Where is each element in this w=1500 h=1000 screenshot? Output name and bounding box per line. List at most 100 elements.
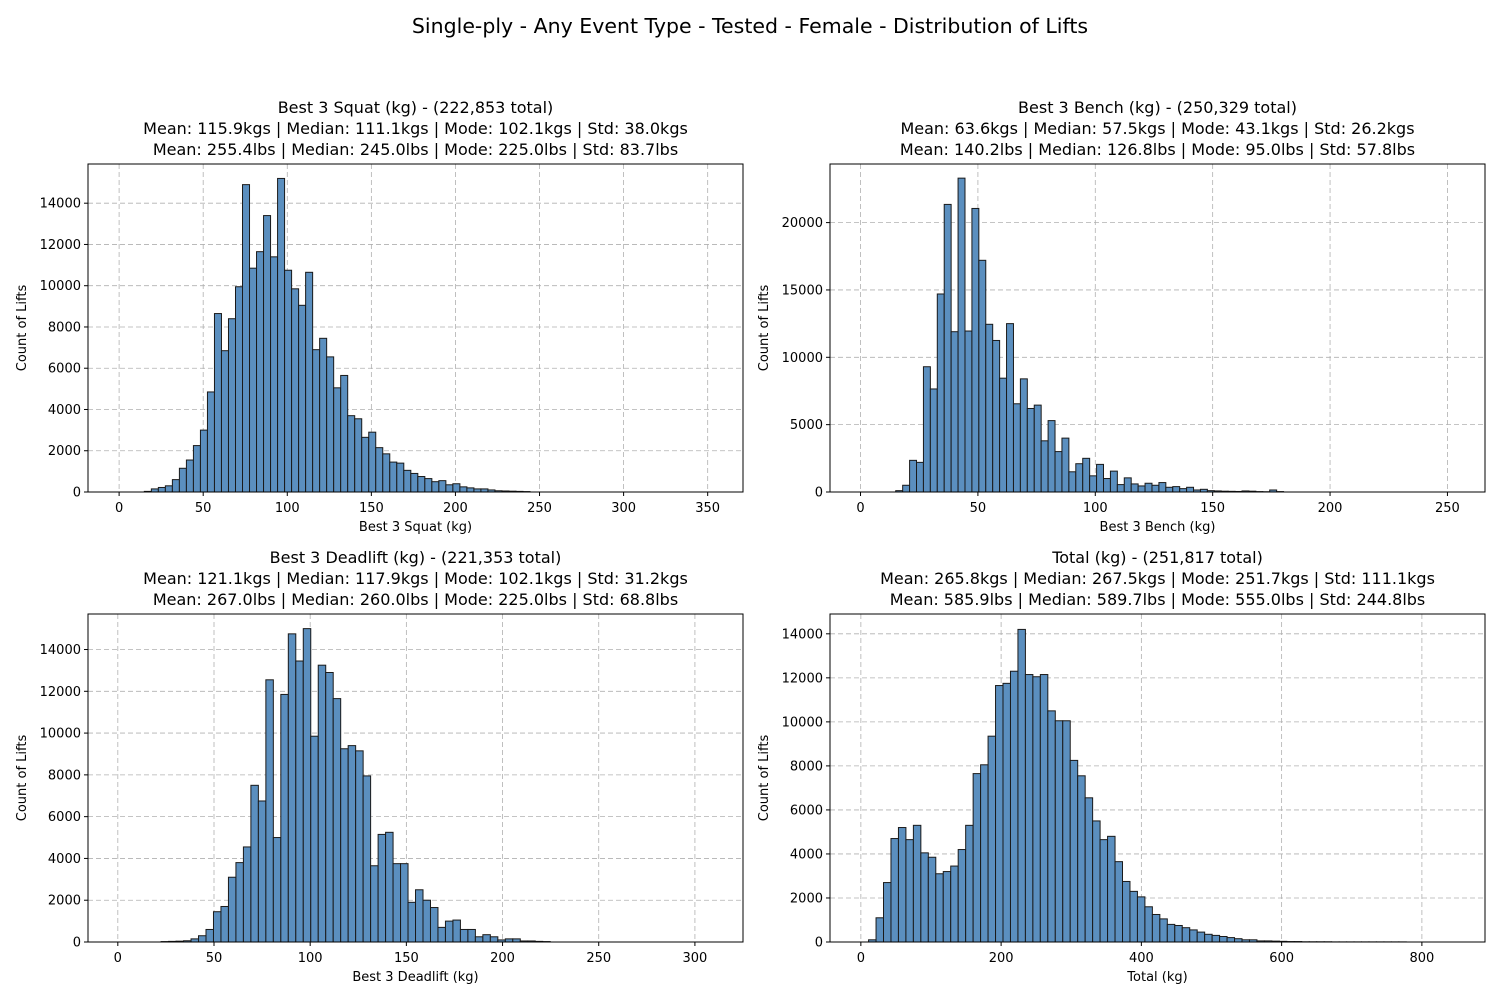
total-bar bbox=[1136, 896, 1146, 943]
bench-bar bbox=[1165, 486, 1174, 493]
deadlift-xtick-label: 100 bbox=[298, 951, 323, 966]
deadlift-bar bbox=[205, 928, 214, 943]
deadlift-bar bbox=[212, 911, 222, 943]
deadlift-bar bbox=[444, 920, 454, 943]
squat-bar bbox=[227, 318, 236, 493]
bench-bar bbox=[1116, 484, 1125, 493]
squat-bar bbox=[305, 271, 314, 493]
total-bar bbox=[1196, 931, 1206, 943]
total-y-axis-label: Count of Lifts bbox=[757, 735, 772, 822]
total-bar bbox=[1084, 797, 1094, 943]
total-xtick-label: 200 bbox=[989, 951, 1014, 966]
total-bar bbox=[1151, 913, 1161, 943]
deadlift-bar bbox=[407, 901, 417, 943]
bench-bar bbox=[1033, 404, 1042, 493]
total-bar bbox=[1144, 906, 1153, 943]
bench-bar bbox=[985, 323, 994, 493]
deadlift-x-axis-label: Best 3 Deadlift (kg) bbox=[352, 970, 478, 985]
bench-xtick-label: 150 bbox=[1200, 501, 1225, 516]
squat-bar bbox=[171, 479, 180, 493]
deadlift-bar bbox=[272, 837, 282, 943]
deadlift-xtick-label: 50 bbox=[206, 951, 223, 966]
bench-bar bbox=[1006, 323, 1014, 493]
squat-bar bbox=[178, 467, 187, 493]
total-bar bbox=[905, 839, 914, 943]
total-axes-frame bbox=[829, 613, 1486, 943]
bench-bar bbox=[1082, 457, 1091, 493]
bench-bar bbox=[1019, 378, 1028, 493]
total-bar bbox=[1032, 676, 1041, 943]
deadlift-bar bbox=[250, 784, 259, 943]
deadlift-bar bbox=[340, 748, 349, 943]
bench-x-axis-label: Best 3 Bench (kg) bbox=[1100, 520, 1216, 535]
total-bar bbox=[927, 856, 937, 943]
deadlift-bar bbox=[287, 633, 297, 943]
deadlift-bar bbox=[220, 905, 229, 943]
total-bar bbox=[1054, 720, 1064, 943]
squat-title-line-1: Best 3 Squat (kg) - (222,853 total) bbox=[278, 98, 554, 117]
deadlift-ytick-label: 12000 bbox=[40, 685, 81, 700]
deadlift-bar bbox=[467, 928, 476, 943]
total-title-line-1: Total (kg) - (251,817 total) bbox=[1051, 548, 1263, 567]
squat-bar bbox=[270, 256, 279, 493]
deadlift-ytick-label: 10000 bbox=[40, 727, 81, 742]
squat-bar bbox=[277, 177, 286, 493]
deadlift-bar bbox=[302, 628, 312, 943]
total-bar bbox=[1114, 861, 1124, 943]
bench-xtick-label: 0 bbox=[856, 501, 864, 516]
total-bar bbox=[950, 865, 959, 943]
deadlift-bar bbox=[332, 698, 342, 943]
deadlift-bar bbox=[452, 919, 461, 943]
bench-bar bbox=[1130, 483, 1139, 493]
deadlift-bar bbox=[392, 863, 402, 943]
bench-bar bbox=[1186, 486, 1195, 493]
squat-bar bbox=[298, 304, 307, 493]
total-bar bbox=[1009, 670, 1019, 943]
total-bar bbox=[1159, 918, 1168, 943]
total-bar bbox=[1069, 759, 1079, 943]
total-bar bbox=[1174, 924, 1183, 943]
squat-title-line-3: Mean: 255.4lbs | Median: 245.0lbs | Mode… bbox=[153, 140, 678, 159]
total-ytick-label: 10000 bbox=[782, 715, 823, 730]
deadlift-bar bbox=[280, 693, 289, 943]
total-bar bbox=[942, 871, 952, 943]
squat-bar bbox=[213, 313, 222, 493]
total-bar bbox=[987, 735, 997, 943]
squat-bar bbox=[326, 356, 335, 493]
total-bar bbox=[1181, 927, 1191, 943]
total-bar bbox=[1189, 929, 1198, 943]
total-ytick-label: 6000 bbox=[790, 803, 823, 818]
total-ytick-label: 12000 bbox=[782, 671, 823, 686]
bench-xtick-label: 100 bbox=[1083, 501, 1108, 516]
bench-ytick-label: 15000 bbox=[782, 283, 823, 298]
deadlift-bar bbox=[265, 679, 274, 943]
bench-bar bbox=[1151, 484, 1160, 493]
total-bar bbox=[1062, 720, 1071, 943]
bench-bar bbox=[1137, 485, 1146, 493]
bench-bar bbox=[1054, 451, 1063, 493]
squat-bar bbox=[206, 391, 215, 493]
squat-bar bbox=[347, 415, 356, 493]
bench-bar bbox=[1047, 420, 1056, 493]
total-bar bbox=[920, 852, 929, 943]
total-ytick-label: 4000 bbox=[790, 847, 823, 862]
squat-bar bbox=[389, 461, 398, 493]
squat-bar bbox=[375, 447, 384, 493]
total-bar bbox=[1077, 775, 1086, 943]
squat-ytick-label: 12000 bbox=[40, 238, 81, 253]
squat-axes-frame bbox=[87, 163, 744, 493]
deadlift-bar bbox=[385, 831, 394, 943]
squat-bar bbox=[417, 476, 426, 493]
deadlift-xtick-label: 200 bbox=[490, 951, 515, 966]
bench-bar bbox=[957, 177, 966, 493]
bench-bar bbox=[922, 366, 931, 493]
total-xtick-label: 600 bbox=[1269, 951, 1294, 966]
bench-bar bbox=[971, 207, 980, 493]
squat-xtick-label: 250 bbox=[527, 501, 552, 516]
squat-xtick-label: 100 bbox=[275, 501, 300, 516]
squat-bar bbox=[291, 288, 300, 493]
bench-bar bbox=[999, 377, 1008, 493]
total-bar bbox=[1024, 674, 1034, 943]
deadlift-ytick-label: 2000 bbox=[48, 894, 81, 909]
bench-bar bbox=[936, 293, 945, 493]
